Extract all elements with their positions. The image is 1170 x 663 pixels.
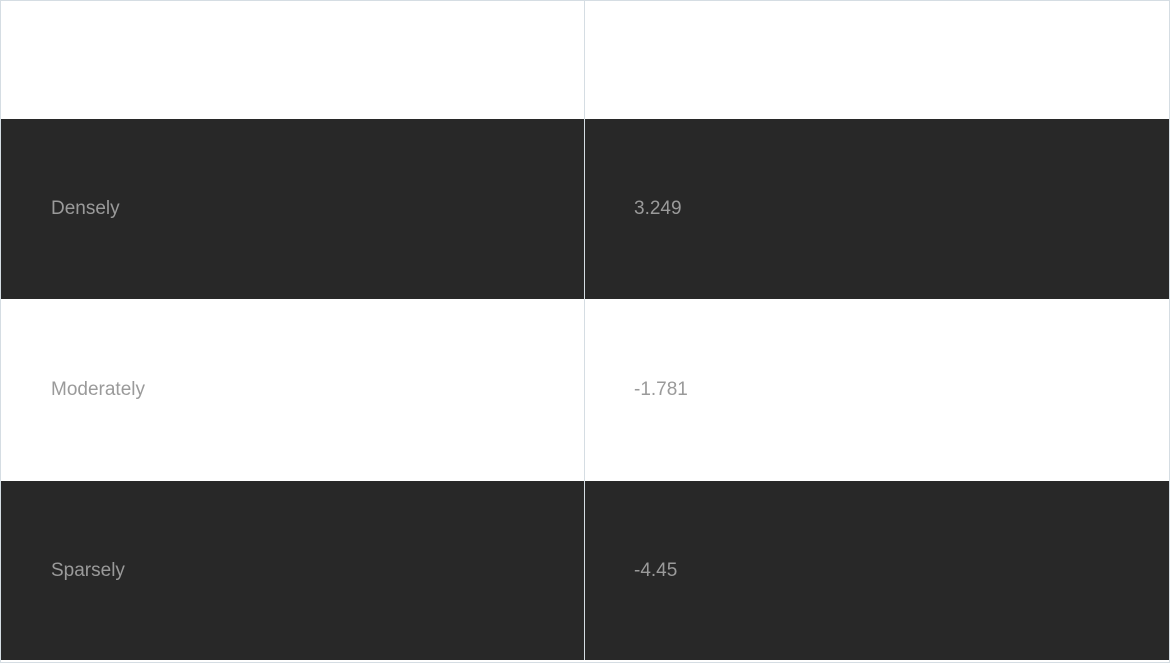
table-row-value: -4.45: [585, 481, 1169, 660]
table-row-label: Moderately: [1, 299, 584, 481]
column-divider: [584, 299, 585, 481]
column-divider: [584, 119, 585, 299]
table-row-value: -1.781: [585, 299, 1169, 481]
column-divider: [584, 481, 585, 660]
header-cell-label: [1, 1, 584, 119]
table-row-value: 3.249: [585, 119, 1169, 299]
column-divider: [584, 1, 585, 119]
table-row-label: Densely: [1, 119, 584, 299]
header-cell-value: [585, 1, 1169, 119]
table-row-label: Sparsely: [1, 481, 584, 660]
